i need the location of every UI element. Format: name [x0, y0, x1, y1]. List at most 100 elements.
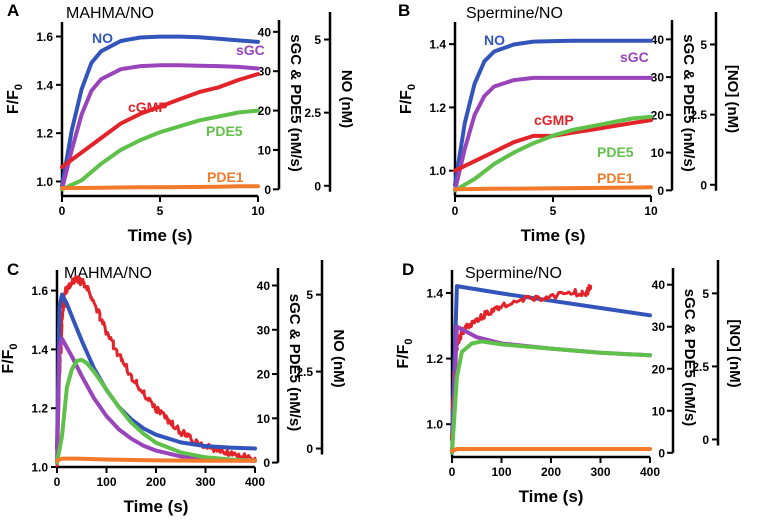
right-axis-1-tick-label: 10: [258, 143, 272, 157]
right-axis-1-tick-label: 10: [651, 146, 665, 160]
left-tick-label: 1.4: [429, 38, 446, 52]
right-axis-2-tick-label: 2.5: [304, 106, 321, 120]
right-axis-2-tick-label: 5: [702, 287, 709, 301]
left-axis-label-subscript: 0: [13, 84, 25, 90]
right-axis-2-tick-label: 5: [306, 288, 313, 302]
right-axis-2-tick-label: 0: [702, 433, 709, 447]
left-tick-label: 1.0: [31, 461, 48, 475]
left-tick-label: 1.0: [429, 164, 446, 178]
x-tick-label: 0: [452, 204, 459, 218]
right-axis-1-label: sGC & PDE5 (nM/s): [681, 289, 698, 427]
series-no-line: [453, 38, 653, 187]
right-axis-1-tick-label: 20: [651, 108, 665, 122]
right-axis-1-tick-label: 40: [651, 33, 665, 47]
panel-title: Spermine/NO: [465, 265, 562, 282]
left-tick-label: 1.2: [426, 352, 443, 366]
right-axis-1-tick-label: 30: [258, 65, 272, 79]
x-tick-label: 10: [644, 204, 658, 218]
right-axis-1-tick-label: 20: [257, 368, 271, 382]
right-axis-1-tick-label: 30: [257, 323, 271, 337]
series-pde1-line: [450, 447, 652, 454]
panel-letter: A: [7, 1, 19, 20]
panel-letter: B: [398, 1, 410, 20]
left-tick-label: 1.4: [36, 78, 53, 92]
right-axis-1-label: sGC & PDE5 (nM/s): [680, 34, 697, 172]
series-pde5-line: [450, 339, 652, 455]
left-tick-label: 1.0: [36, 175, 53, 189]
right-axis-2-tick-label: 0: [314, 179, 321, 193]
panel-letter: C: [7, 260, 19, 279]
right-axis-1-tick-label: 20: [652, 362, 666, 376]
right-axis-2-tick-label: 2.5: [692, 360, 709, 374]
right-axis-1-tick-label: 10: [652, 404, 666, 418]
left-axis-label-subscript: 0: [8, 343, 20, 349]
series-cgmp-line: [60, 72, 260, 169]
left-axis-label-subscript: 0: [406, 84, 418, 90]
x-tick-label: 100: [96, 475, 116, 489]
right-axis-2-tick-label: 2.5: [296, 365, 313, 379]
left-tick-label: 1.4: [426, 286, 443, 300]
right-axis-1-tick-label: 10: [257, 412, 271, 426]
left-axis-label: F/F0: [395, 338, 415, 368]
series-sgc-line: [55, 336, 257, 465]
series-no-line: [55, 292, 257, 451]
left-tick-label: 1.6: [31, 284, 48, 298]
series-sgc-line: [450, 324, 652, 455]
panel-c: C MAHMA/NO1.01.21.41.6F/F00 100 200 300 400Ti…: [0, 260, 347, 516]
series-sgc-line: [60, 63, 260, 192]
series-sgc-line: [453, 75, 653, 193]
right-axis-1-tick-label: 0: [658, 446, 665, 460]
right-axis-1-tick-label: 40: [258, 25, 272, 39]
series-pde1-label: PDE1: [597, 170, 634, 186]
right-axis-2-tick-label: 2.5: [690, 108, 707, 122]
left-tick-label: 1.2: [31, 402, 48, 416]
panel-title: MAHMA/NO: [64, 265, 152, 282]
left-axis-label: F/F0: [398, 84, 418, 114]
series-sgc-label: sGC: [236, 42, 265, 58]
x-tick-label: 5: [550, 204, 557, 218]
right-axis-1-tick-label: 0: [264, 183, 271, 197]
series-pde5-line: [453, 114, 653, 193]
right-axis-1-tick-label: 30: [652, 320, 666, 334]
left-axis-label: F/F0: [0, 343, 20, 373]
series-no-label: NO: [484, 32, 505, 48]
x-tick-label: 0: [449, 465, 456, 479]
left-tick-label: 1.6: [36, 30, 53, 44]
series-cgmp-label: cGMP: [534, 112, 574, 128]
right-axis-2-label: [NO] (nM): [724, 65, 741, 133]
series-cgmp-line: [55, 275, 257, 468]
x-tick-label: 10: [251, 204, 265, 218]
series-pde1-line: [60, 184, 260, 191]
series-pde5-label: PDE5: [597, 144, 634, 160]
x-axis-label: Time (s): [128, 226, 193, 245]
left-axis-label: F/F0: [5, 84, 25, 114]
right-axis-1-tick-label: 40: [652, 278, 666, 292]
right-axis-2-label: [NO] (nM): [726, 319, 743, 387]
left-tick-label: 1.2: [36, 127, 53, 141]
x-tick-label: 400: [640, 465, 660, 479]
series-no-line: [60, 34, 260, 188]
right-axis-1-tick-label: 20: [258, 104, 272, 118]
right-axis-2-label: NO (nM): [338, 70, 355, 128]
series-cgmp-line: [449, 284, 593, 440]
right-axis-1-tick-label: 0: [263, 456, 270, 470]
right-axis-1-tick-label: 30: [651, 71, 665, 85]
left-tick-label: 1.4: [31, 343, 48, 357]
x-axis-label: Time (s): [519, 487, 584, 506]
x-axis-label: Time (s): [521, 226, 586, 245]
x-tick-label: 100: [491, 465, 511, 479]
right-axis-2-tick-label: 5: [314, 33, 321, 47]
panel-d: D Spermine/NO1.01.21.4F/F00 100 200 300 400Ti…: [395, 260, 743, 506]
x-tick-label: 0: [54, 475, 61, 489]
left-tick-label: 1.0: [426, 418, 443, 432]
x-tick-label: 400: [245, 475, 265, 489]
series-no-line: [450, 284, 652, 442]
left-tick-label: 1.2: [429, 101, 446, 115]
series-sgc-label: sGC: [620, 49, 649, 65]
panel-title: MAHMA/NO: [66, 5, 154, 22]
right-axis-2-label: NO (nM): [330, 329, 347, 387]
panel-letter: D: [402, 260, 414, 279]
